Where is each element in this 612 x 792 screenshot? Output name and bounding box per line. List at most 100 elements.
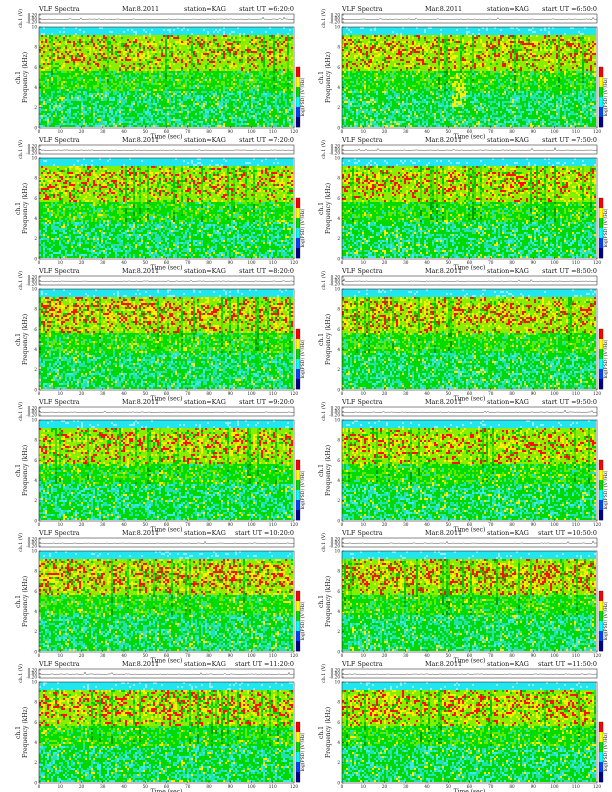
spectrogram-cell	[119, 41, 121, 43]
spectrogram-cell	[199, 51, 201, 53]
spectrogram-cell	[157, 57, 159, 59]
spectrogram-cell	[111, 91, 113, 93]
spectrogram-cell	[65, 85, 67, 87]
spectrogram-cell	[63, 91, 65, 93]
spectrogram-cell	[233, 117, 235, 119]
spectrogram-cell	[177, 119, 179, 121]
spectrogram-cell	[157, 41, 159, 43]
spectrogram-cell	[149, 41, 151, 43]
spectrogram-cell	[75, 61, 77, 63]
spectrogram-cell	[41, 125, 43, 127]
spectrogram-cell	[181, 61, 183, 63]
spectrogram-cell	[63, 55, 65, 57]
spectrogram-cell	[81, 89, 83, 91]
spectrogram-cell	[41, 91, 43, 93]
spectrogram-cell	[117, 33, 119, 35]
spectrogram-cell	[105, 103, 107, 105]
spectrogram-cell	[101, 43, 103, 45]
spectrogram-cell	[177, 53, 179, 55]
spectrogram-cell	[97, 35, 99, 37]
spectrogram-cell	[217, 45, 219, 47]
spectrogram-cell	[167, 43, 169, 45]
spectrogram-cell	[155, 111, 157, 113]
spectrogram-cell	[171, 113, 173, 115]
spectrogram-cell	[133, 95, 135, 97]
spectrogram-cell	[47, 31, 49, 33]
spectrogram-cell	[45, 57, 47, 59]
spectrogram-cell	[71, 83, 73, 85]
spectrogram-cell	[151, 81, 153, 83]
spectrogram-cell	[57, 55, 59, 57]
spectrogram-cell	[219, 35, 221, 37]
spectrogram-cell	[229, 73, 231, 75]
spectrogram-cell	[125, 31, 127, 33]
spectrogram-cell	[213, 111, 215, 113]
spectrogram-cell	[117, 89, 119, 91]
spectrogram-cell	[79, 61, 81, 63]
spectrogram-cell	[67, 31, 69, 33]
spectrogram-cell	[225, 59, 227, 61]
spectrogram-cell	[187, 89, 189, 91]
spectrogram-cell	[43, 57, 45, 59]
spectrogram-cell	[237, 89, 239, 91]
spectrogram-cell	[101, 71, 103, 73]
spectrogram-cell	[163, 41, 165, 43]
spectrogram-cell	[157, 81, 159, 83]
spectrogram-cell	[91, 119, 93, 121]
spectrogram-cell	[97, 63, 99, 65]
spectrogram-cell	[211, 79, 213, 81]
spectrogram-cell	[127, 95, 129, 97]
spectrogram-cell	[149, 115, 151, 117]
spectrogram-cell	[69, 69, 71, 71]
spectrogram-cell	[179, 65, 181, 67]
spectrogram-cell	[77, 33, 79, 35]
spectrogram-cell	[169, 97, 171, 99]
spectrogram-cell	[85, 121, 87, 123]
spectrogram-cell	[61, 49, 63, 51]
spectrogram-cell	[55, 75, 57, 77]
spectrogram-cell	[183, 101, 185, 103]
spectrogram-cell	[167, 57, 169, 59]
spectrogram-cell	[163, 37, 165, 39]
spectrogram-cell	[109, 87, 111, 89]
spectrogram-cell	[77, 115, 79, 117]
spectrogram-cell	[197, 83, 199, 85]
spectrogram-cell	[147, 69, 149, 71]
spectrogram-cell	[119, 49, 121, 51]
spectrogram-cell	[165, 47, 167, 49]
spectrogram-cell	[199, 71, 201, 73]
spectrogram-cell	[229, 85, 231, 87]
spectrogram-cell	[87, 59, 89, 61]
spectrogram-cell	[71, 39, 73, 41]
spectrogram-cell	[163, 87, 165, 89]
spectrogram-cell	[93, 59, 95, 61]
spectrogram-cell	[201, 41, 203, 43]
spectrogram-cell	[169, 103, 171, 105]
spectrogram-cell	[79, 119, 81, 121]
spectrogram-cell	[91, 87, 93, 89]
spectrogram-cell	[219, 63, 221, 65]
spectrogram-cell	[183, 121, 185, 123]
spectrogram-cell	[233, 93, 235, 95]
spectrogram-cell	[89, 49, 91, 51]
spectrogram-cell	[195, 55, 197, 57]
spectrogram-cell	[221, 109, 223, 111]
spectrogram-cell	[109, 47, 111, 49]
spectrogram-cell	[141, 45, 143, 47]
spectrogram-cell	[51, 33, 53, 35]
spectrogram-cell	[103, 93, 105, 95]
spectrogram-cell	[87, 105, 89, 107]
spectrogram-cell	[225, 73, 227, 75]
spectrogram-cell	[233, 45, 235, 47]
spectrogram-cell	[79, 67, 81, 69]
spectrogram-cell	[43, 59, 45, 61]
spectrogram-cell	[45, 97, 47, 99]
spectrogram-cell	[59, 101, 61, 103]
spectrogram-cell	[173, 75, 175, 77]
spectrogram-cell	[197, 107, 199, 109]
spectrogram-cell	[185, 65, 187, 67]
spectrogram-cell	[233, 75, 235, 77]
spectrogram-cell	[93, 35, 95, 37]
spectrogram-cell	[157, 39, 159, 41]
spectrogram-cell	[163, 111, 165, 113]
